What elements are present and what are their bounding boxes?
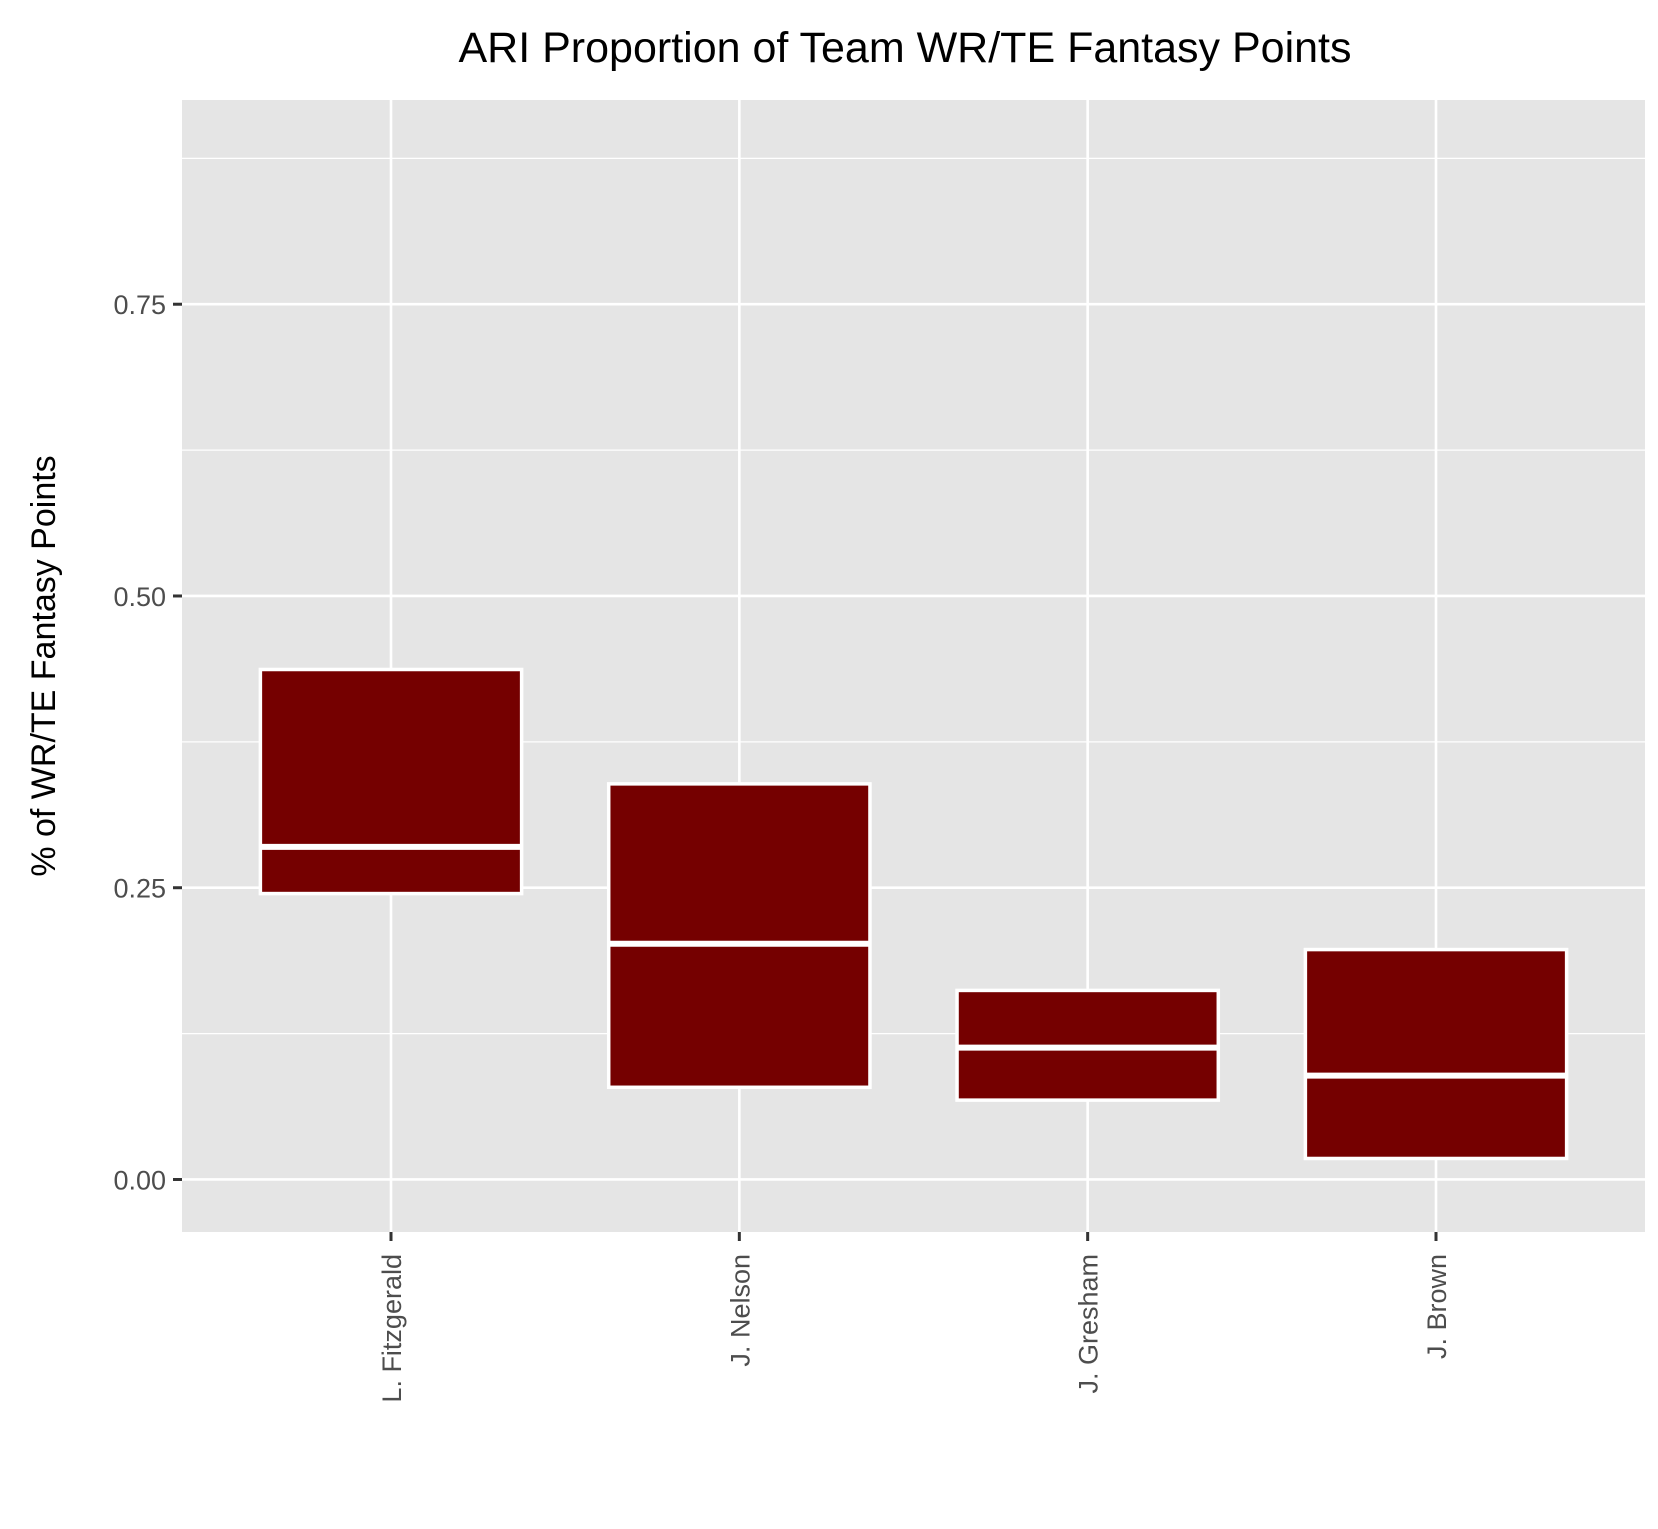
- y-axis-title: % of WR/TE Fantasy Points: [25, 455, 63, 876]
- box-group: [258, 667, 524, 896]
- x-axis: L. Fitzgerald J. Nelson J. Gresham J. Brown: [377, 1232, 1452, 1403]
- chart-title: ARI Proportion of Team WR/TE Fantasy Poi…: [459, 24, 1352, 72]
- y-axis: 0.00 0.25 0.50 0.75: [113, 290, 182, 1195]
- y-tick-label: 0.75: [113, 290, 166, 320]
- box-group: [606, 782, 872, 1090]
- x-tick-label: J. Gresham: [1074, 1254, 1104, 1394]
- box-group: [955, 988, 1221, 1102]
- x-tick-label: L. Fitzgerald: [377, 1254, 407, 1403]
- box-group: [1303, 947, 1569, 1161]
- box-iqr: [606, 782, 872, 1090]
- boxes: [258, 667, 1569, 1161]
- y-tick-label: 0.25: [113, 874, 166, 904]
- x-tick-label: J. Nelson: [725, 1254, 755, 1367]
- y-tick-label: 0.50: [113, 582, 166, 612]
- box-iqr: [1303, 947, 1569, 1161]
- y-tick-label: 0.00: [113, 1165, 166, 1195]
- x-tick-label: J. Brown: [1422, 1254, 1452, 1359]
- box-iqr: [258, 667, 524, 896]
